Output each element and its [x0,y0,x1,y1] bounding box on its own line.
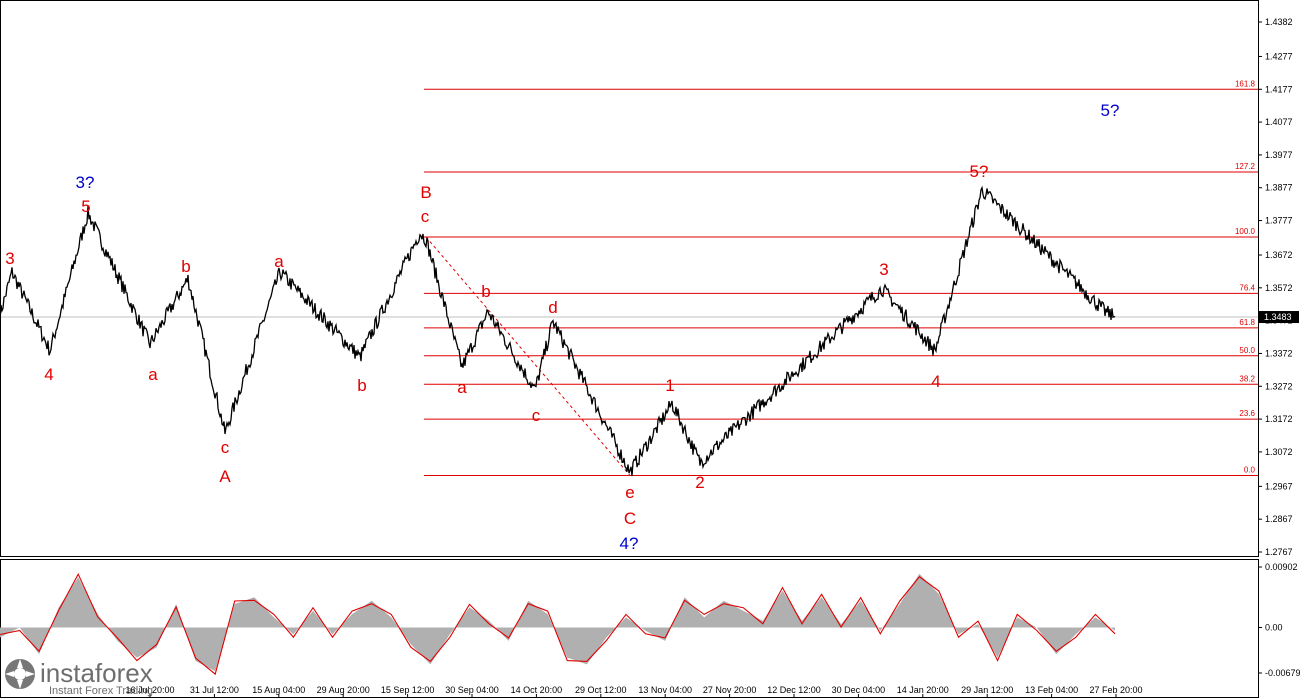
price-axis-tick-label: 1.3977 [1265,150,1293,160]
price-axis-tick-label: 1.3072 [1265,447,1293,457]
fib-level-label: 76.4 [1239,283,1255,292]
current-price-badge [1259,311,1299,324]
wave-label: e [625,483,634,502]
wave-label: 1 [665,376,674,395]
wave-label: 5? [970,162,989,181]
wave-label: 5 [81,197,90,216]
time-axis-tick-label: 27 Feb 20:00 [1089,685,1142,695]
price-axis-tick-label: 1.3372 [1265,348,1293,358]
watermark: instaforex Instant Forex Trading [5,658,153,697]
price-panel: 1.4382 1.4277 1.4177 1.4077 1.3977 1.3877 1.37… [0,0,1299,557]
price-axis-tick-label: 1.4277 [1265,51,1293,61]
price-series-line [0,185,1116,477]
wave-label: a [148,365,158,384]
wave-label: 2 [695,473,704,492]
time-axis-tick-label: 30 Sep 04:00 [445,685,499,695]
wave-label: c [532,406,541,425]
wave-label: 3 [879,260,888,279]
price-axis-tick-label: 1.3572 [1265,283,1293,293]
time-axis-tick-label: 31 Jul 12:00 [190,685,239,695]
price-plot-border [0,0,1259,557]
wave-label: 5? [1101,101,1120,120]
oscillator-axis-tick-label: 0.00902 [1265,562,1298,572]
price-axis-tick-label: 1.3877 [1265,183,1293,193]
fib-level-label: 161.8 [1235,79,1256,88]
current-price-label: 1.3483 [1264,312,1292,322]
oscillator-axis-tick-label: -0.00679 [1265,668,1300,678]
wave-label: d [548,298,557,317]
wave-label: b [357,376,366,395]
price-axis-tick-label: 1.4382 [1265,17,1293,27]
time-axis-tick-label: 30 Dec 04:00 [832,685,886,695]
watermark-tagline: Instant Forex Trading [49,685,153,697]
wave-label: 3? [76,173,95,192]
price-axis-tick-label: 1.3672 [1265,250,1293,260]
price-axis-tick-label: 1.2867 [1265,514,1293,524]
price-axis-tick-label: 1.3777 [1265,216,1293,226]
fib-level-label: 100.0 [1235,227,1256,236]
time-axis-tick-label: 14 Jan 20:00 [897,685,949,695]
time-axis-tick-label: 15 Aug 04:00 [252,685,305,695]
wave-label: c [421,207,430,226]
price-axis-tick-label: 1.2967 [1265,481,1293,491]
time-axis-tick-label: 29 Oct 12:00 [575,685,627,695]
time-axis-tick-label: 16 Jul 20:00 [125,685,174,695]
oscillator-axis-tick-label: 0.00 [1265,622,1283,632]
instaforex-logo-icon [5,659,35,689]
price-axis-tick-label: 1.3272 [1265,381,1293,391]
price-axis-tick-label: 1.2767 [1265,547,1293,557]
wave-label: 3 [5,249,14,268]
time-axis-tick-label: 14 Oct 20:00 [511,685,563,695]
wave-label: 4 [44,365,53,384]
wave-label: 4 [931,372,940,391]
time-axis-tick-label: 15 Sep 12:00 [381,685,435,695]
time-axis-tick-label: 13 Nov 04:00 [638,685,692,695]
wave-label: 4? [620,534,639,553]
dashed-trend-line [425,236,631,476]
fib-level-label: 23.6 [1239,409,1255,418]
oscillator-histogram-area [0,573,1115,672]
time-axis-tick-label: 29 Aug 20:00 [317,685,370,695]
price-axis-tick-label: 1.3172 [1265,414,1293,424]
wave-label: C [624,509,636,528]
wave-label: A [219,467,231,486]
price-axis-tick-label: 1.4077 [1265,117,1293,127]
oscillator-signal-line [0,572,1116,676]
wave-label: B [420,183,431,202]
wave-label: b [481,282,490,301]
fib-level-label: 0.0 [1244,466,1256,475]
time-axis-tick-label: 13 Feb 04:00 [1025,685,1078,695]
wave-label: a [274,252,284,271]
time-axis-tick-label: 27 Nov 20:00 [703,685,757,695]
wave-label: a [457,378,467,397]
watermark-brand: instaforex [40,658,153,688]
fib-level-label: 61.8 [1239,318,1255,327]
oscillator-panel: 0.00902 0.00 -0.00679 16 Jul 20:00 31 Jul 12… [0,559,1300,698]
price-axis-tick-label: 1.4177 [1265,84,1293,94]
fib-level-label: 38.2 [1239,374,1255,383]
time-axis-tick-label: 12 Dec 12:00 [767,685,821,695]
fib-level-label: 127.2 [1235,162,1256,171]
wave-label: b [181,257,190,276]
wave-label: c [221,438,230,457]
fib-level-label: 50.0 [1239,346,1255,355]
time-axis-tick-label: 29 Jan 12:00 [961,685,1013,695]
